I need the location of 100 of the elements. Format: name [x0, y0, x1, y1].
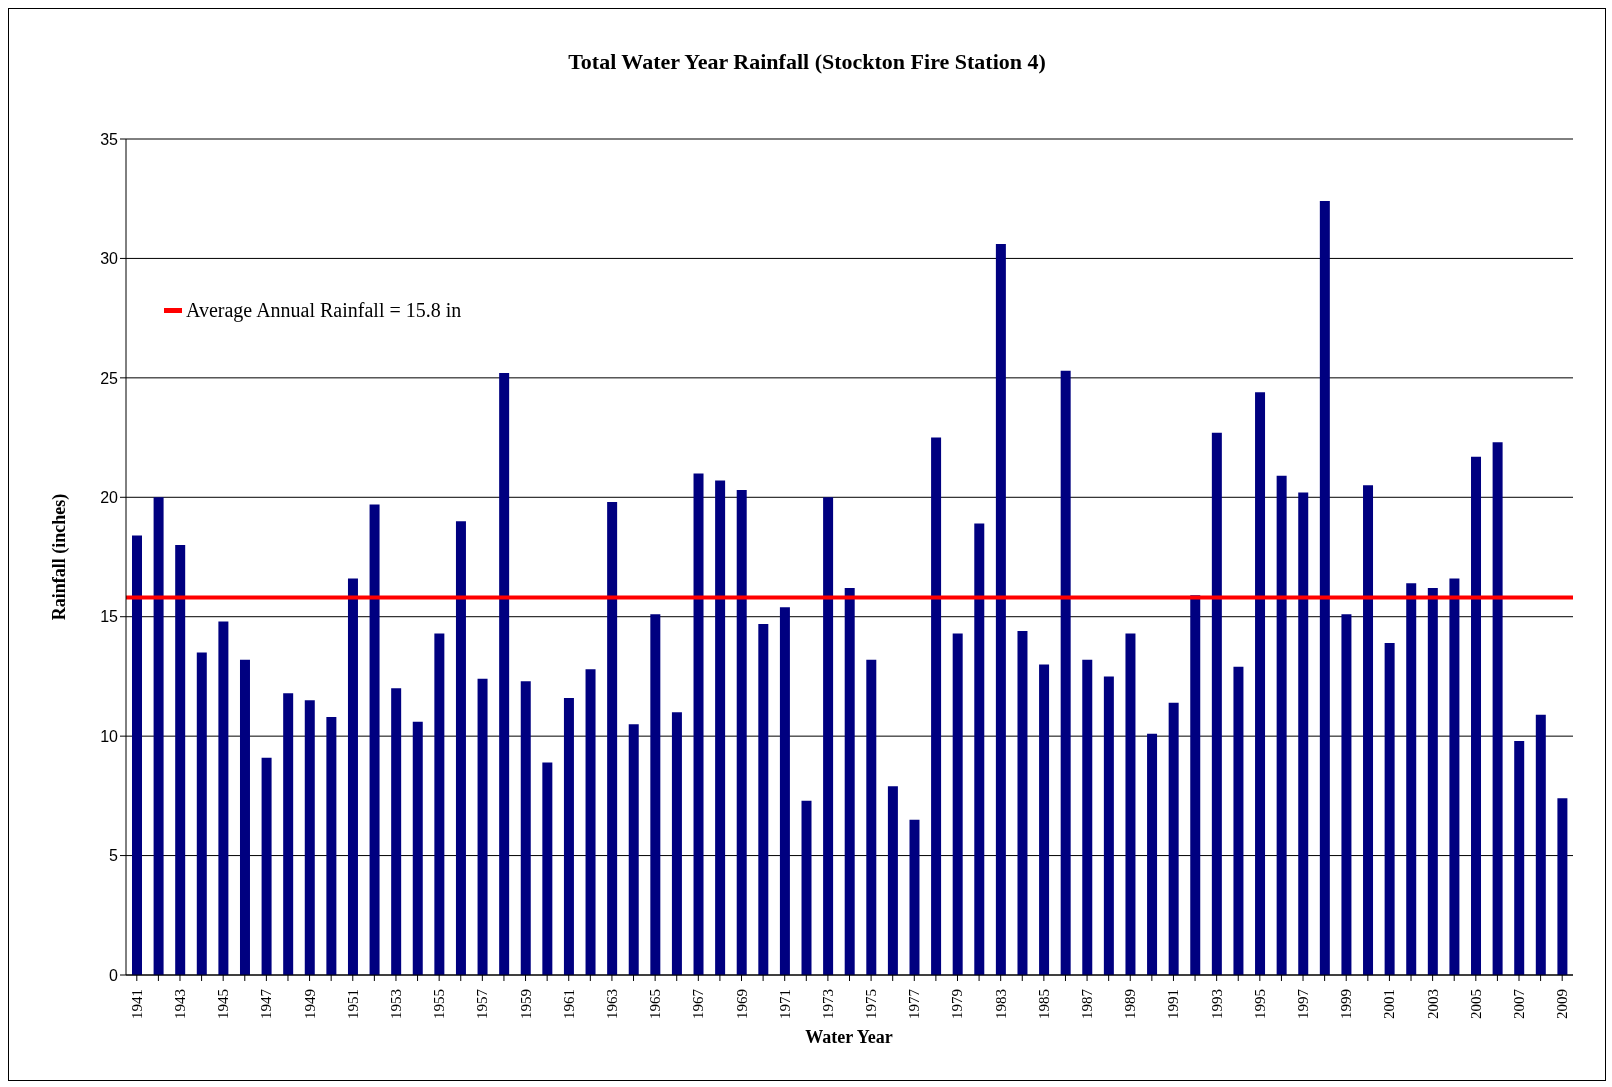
- bar: [844, 588, 855, 975]
- x-tick-label: 1957: [474, 988, 491, 1019]
- y-tick-label: 15: [100, 608, 119, 626]
- bar: [1168, 702, 1179, 975]
- bar: [499, 373, 510, 975]
- bar: [153, 497, 164, 975]
- bar: [412, 721, 423, 975]
- bar: [1406, 583, 1417, 975]
- bar: [1082, 659, 1093, 975]
- bar: [801, 800, 812, 975]
- x-tick-label: 1953: [387, 989, 404, 1019]
- x-tick-label: 1999: [1338, 989, 1355, 1019]
- bar: [1492, 442, 1503, 975]
- y-tick-label: 30: [100, 250, 119, 268]
- x-tick-label: 1947: [258, 988, 275, 1019]
- bar: [715, 480, 726, 975]
- bar: [823, 497, 834, 975]
- y-tick-label: 35: [100, 130, 119, 148]
- bar: [218, 621, 229, 975]
- bar: [326, 717, 337, 975]
- bar: [1255, 392, 1266, 975]
- x-tick-label: 1991: [1165, 989, 1182, 1019]
- bar: [1471, 456, 1482, 975]
- bar: [1514, 740, 1525, 975]
- bar: [1298, 492, 1309, 975]
- x-tick-label: 1951: [344, 989, 361, 1019]
- bar: [1557, 798, 1568, 975]
- legend-label: Average Annual Rainfall = 15.8 in: [186, 299, 462, 322]
- bar: [434, 633, 445, 975]
- x-tick-label: 1961: [560, 989, 577, 1019]
- bar: [347, 578, 358, 975]
- bar: [628, 724, 639, 975]
- x-tick-label: 1983: [992, 989, 1009, 1019]
- x-tick-label: 1975: [863, 989, 880, 1019]
- bar: [585, 669, 596, 975]
- bar: [995, 244, 1006, 975]
- x-tick-label: 1965: [647, 989, 664, 1019]
- bar: [455, 521, 466, 975]
- y-tick-label: 20: [100, 488, 119, 506]
- bar: [693, 473, 704, 975]
- bar: [1427, 588, 1438, 975]
- x-tick-label: 1993: [1208, 989, 1225, 1019]
- bar: [1039, 664, 1050, 975]
- x-tick-label: 2005: [1467, 989, 1484, 1019]
- bar: [931, 437, 942, 975]
- bar: [563, 697, 574, 975]
- bar: [542, 762, 553, 975]
- x-tick-label: 2007: [1511, 988, 1528, 1019]
- chart-title: Total Water Year Rainfall (Stockton Fire Station 4): [567, 49, 1047, 75]
- x-tick-label: 1997: [1295, 988, 1312, 1019]
- bar: [1211, 432, 1222, 975]
- y-axis-title: Rainfall (inches): [48, 493, 70, 621]
- bar: [1017, 631, 1028, 975]
- x-tick-label: 2003: [1424, 989, 1441, 1019]
- bar: [283, 693, 294, 975]
- bar: [887, 786, 898, 975]
- bar: [477, 678, 488, 975]
- bar: [132, 535, 142, 975]
- bar: [1060, 370, 1071, 975]
- x-tick-label: 1949: [301, 989, 318, 1019]
- x-tick-label: 1955: [431, 989, 448, 1019]
- x-tick-label: 1967: [690, 988, 707, 1019]
- y-tick-label: 10: [100, 727, 119, 745]
- bar: [369, 504, 380, 975]
- bar: [391, 688, 402, 975]
- x-tick-label: 1943: [171, 989, 188, 1019]
- x-tick-label: 1973: [819, 989, 836, 1019]
- bar: [304, 700, 315, 975]
- bar: [650, 614, 661, 975]
- x-tick-label: 1987: [1079, 988, 1096, 1019]
- bar: [779, 607, 790, 975]
- bar: [1147, 733, 1158, 975]
- bar: [1535, 714, 1546, 975]
- bar: [1125, 633, 1136, 975]
- bar: [239, 659, 250, 975]
- bar: [607, 502, 618, 975]
- bar: [758, 623, 769, 975]
- x-tick-label: 1941: [128, 989, 145, 1019]
- bar: [974, 523, 985, 975]
- bar: [671, 712, 682, 975]
- bar: [175, 545, 186, 975]
- bar: [736, 490, 747, 975]
- bar: [909, 819, 920, 975]
- bar: [520, 681, 531, 975]
- x-tick-label: 1959: [517, 989, 534, 1019]
- x-tick-label: 1977: [906, 988, 923, 1019]
- x-tick-label: 1945: [215, 989, 232, 1019]
- bar: [1103, 676, 1114, 975]
- bar: [1449, 578, 1460, 975]
- y-tick-label: 0: [109, 966, 119, 984]
- x-tick-label: 1985: [1035, 989, 1052, 1019]
- x-tick-label: 2001: [1381, 989, 1398, 1019]
- bar: [952, 633, 963, 975]
- bar: [1276, 475, 1287, 975]
- bar: [1384, 642, 1395, 975]
- y-tick-label: 25: [100, 369, 119, 387]
- y-tick-label: 5: [109, 847, 119, 865]
- bar: [1190, 595, 1201, 975]
- bar: [1233, 666, 1244, 975]
- x-tick-label: 2009: [1554, 989, 1571, 1019]
